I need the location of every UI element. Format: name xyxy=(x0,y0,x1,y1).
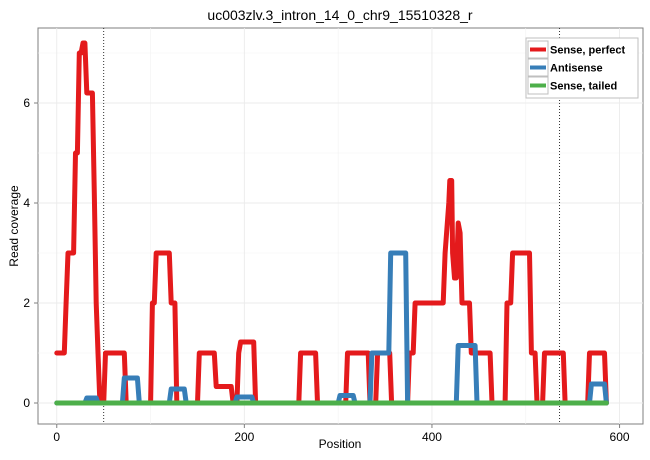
x-tick-label: 200 xyxy=(234,430,254,444)
chart-title: uc003zlv.3_intron_14_0_chr9_15510328_r xyxy=(207,7,473,23)
legend-item-sense-tailed: Sense, tailed xyxy=(527,76,617,95)
axes: 0 200 400 600 0 2 4 6 xyxy=(23,96,630,444)
legend-item-antisense: Antisense xyxy=(527,58,603,77)
x-tick-label: 400 xyxy=(422,430,442,444)
legend-item-sense-perfect: Sense, perfect xyxy=(527,40,626,59)
legend-label-sense-perfect: Sense, perfect xyxy=(550,45,626,57)
y-tick-label: 6 xyxy=(23,96,30,110)
y-tick-label: 0 xyxy=(23,396,30,410)
legend: Sense, perfect Antisense Sense, tailed xyxy=(525,37,639,99)
x-tick-label: 0 xyxy=(53,430,60,444)
y-axis-title: Read coverage xyxy=(7,185,21,267)
series-line-sense-perfect xyxy=(54,40,609,406)
x-tick-label: 600 xyxy=(610,430,630,444)
y-tick-label: 2 xyxy=(23,296,30,310)
legend-label-sense-tailed: Sense, tailed xyxy=(550,81,617,93)
x-axis-title: Position xyxy=(319,437,362,451)
y-tick-label: 4 xyxy=(23,196,30,210)
series-lines xyxy=(54,40,609,406)
legend-label-antisense: Antisense xyxy=(550,63,603,75)
